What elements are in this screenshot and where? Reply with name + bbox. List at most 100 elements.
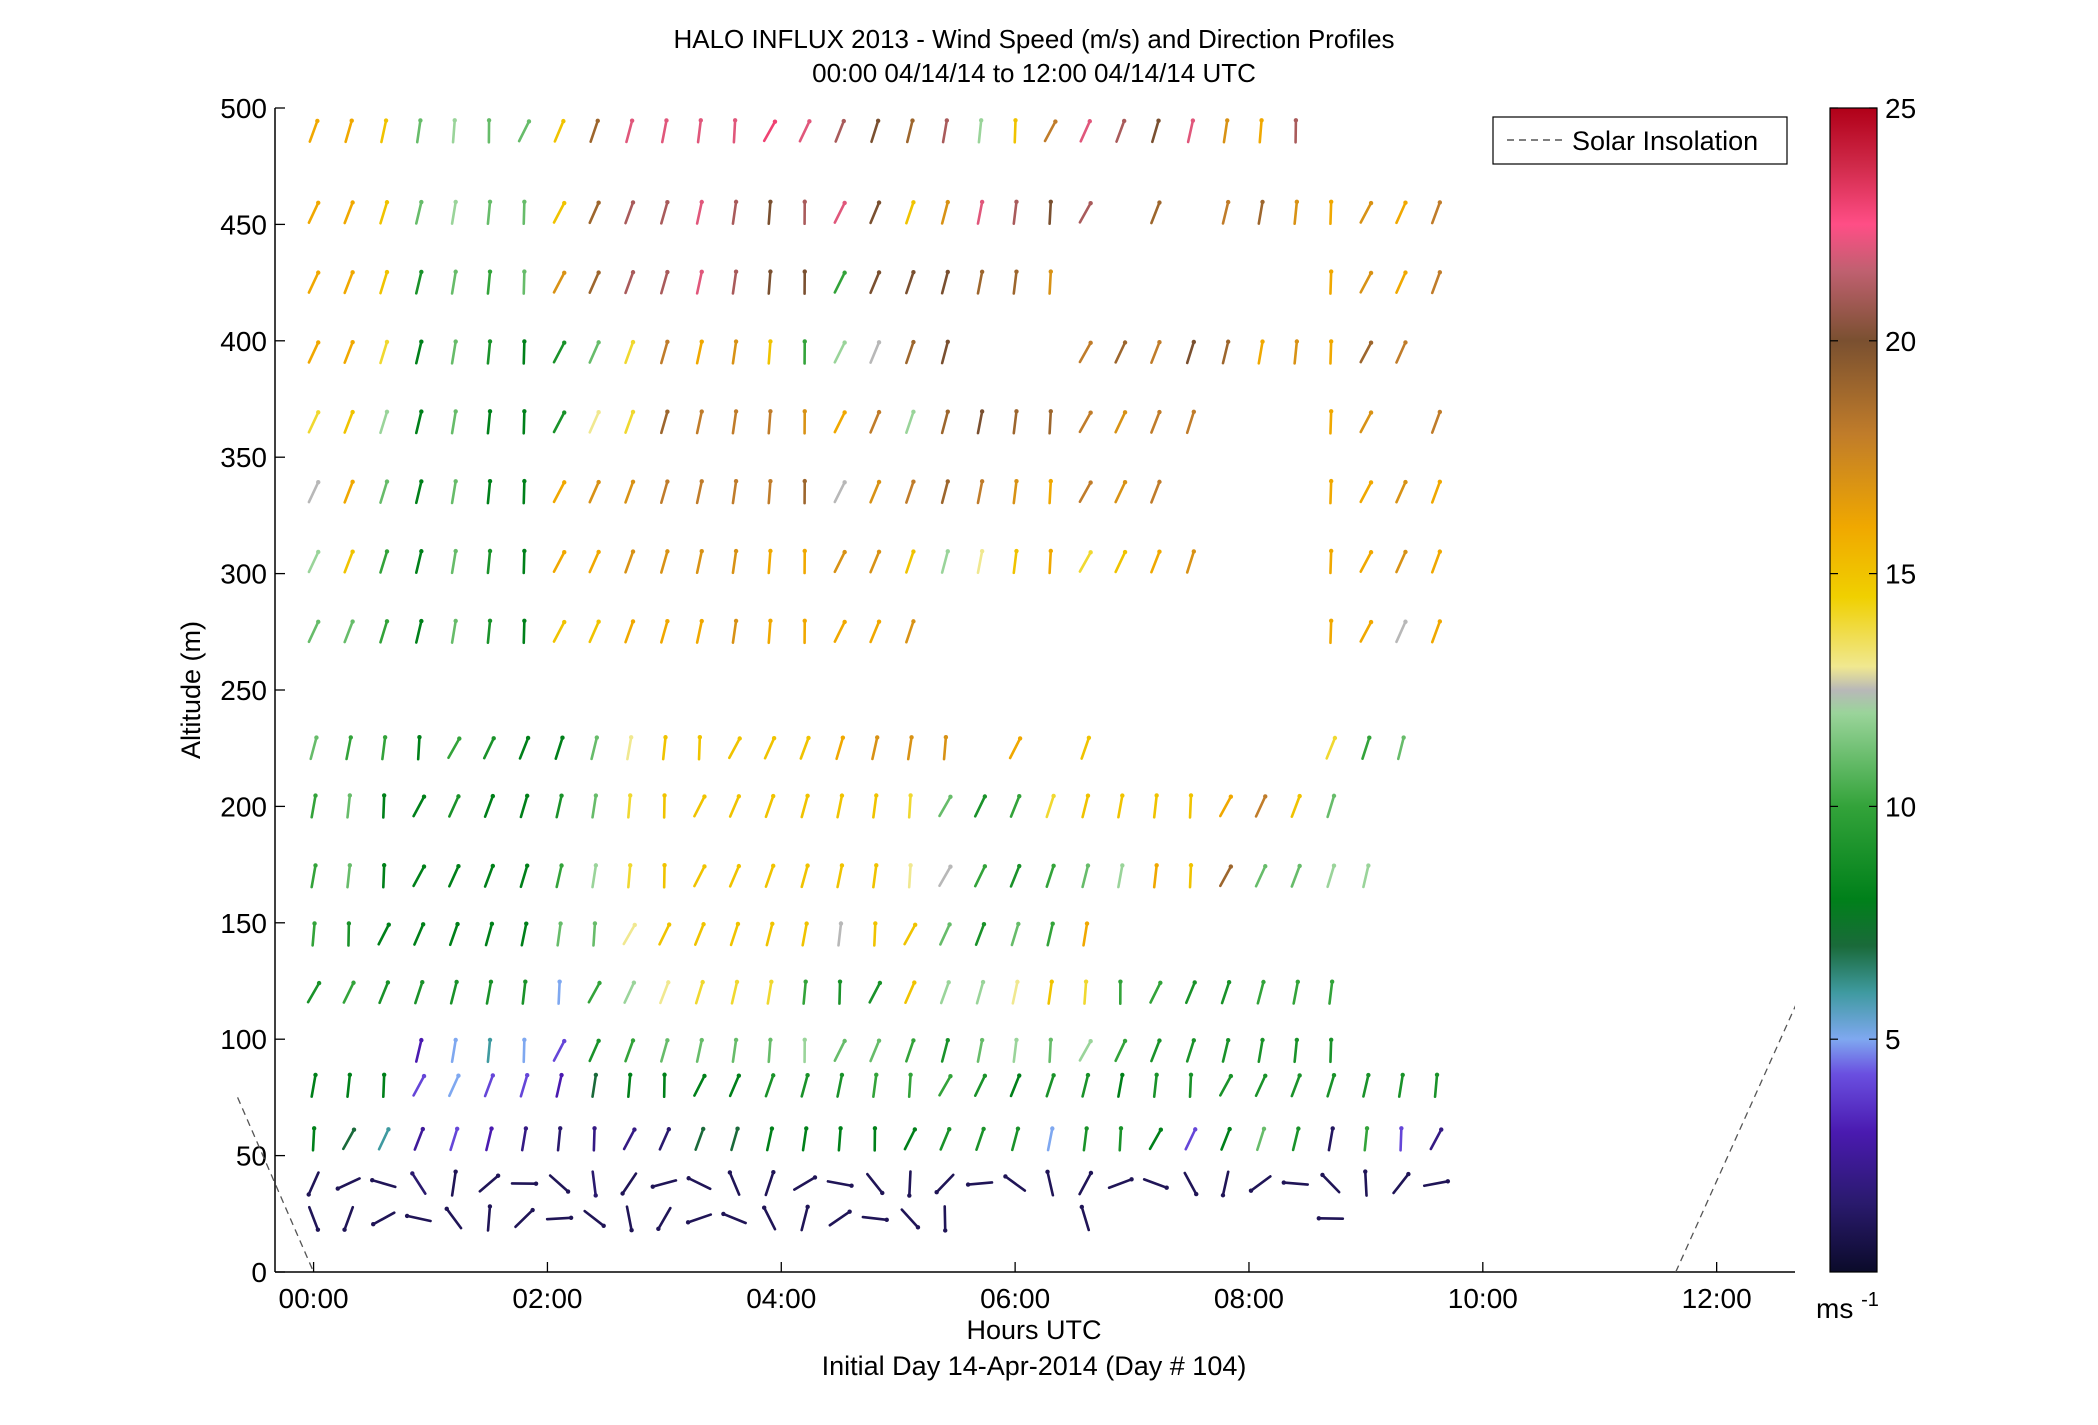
wind-arrow-head [769, 979, 774, 984]
wind-arrow-shaft [1078, 481, 1092, 504]
wind-arrow-head [522, 269, 527, 274]
wind-arrow-head [841, 118, 846, 124]
wind-arrow-head [699, 618, 704, 624]
wind-arrow-head [1367, 735, 1372, 740]
wind-arrow-shaft [973, 1074, 987, 1097]
wind-arrow-shaft [693, 865, 706, 888]
wind-arrow [343, 270, 355, 295]
wind-arrow-head [454, 979, 459, 985]
wind-arrow-head [593, 1193, 598, 1198]
wind-arrow-shaft [828, 1210, 851, 1227]
wind-arrow-head [489, 1126, 494, 1131]
wind-arrow-head [908, 863, 913, 868]
y-tick-label: 150 [220, 908, 267, 939]
wind-arrow [660, 339, 670, 365]
wind-arrow-head [1084, 1126, 1089, 1131]
wind-arrow-shaft [552, 411, 566, 434]
wind-arrow-shaft [1048, 409, 1053, 435]
wind-arrow [801, 1126, 809, 1152]
wind-arrow-shaft [627, 1073, 632, 1099]
wind-arrow-shaft [1395, 480, 1407, 504]
wind-arrow [728, 736, 742, 760]
wind-arrow-head [979, 199, 985, 205]
wind-arrow-shaft [1429, 1128, 1443, 1151]
wind-arrow [942, 735, 949, 761]
wind-arrow-head [1368, 200, 1374, 206]
wind-arrow [800, 1072, 810, 1098]
wind-arrow [1012, 269, 1019, 295]
wind-arrow [1359, 550, 1374, 573]
wind-arrow-shaft [1363, 1170, 1368, 1197]
wind-arrow [837, 921, 844, 947]
wind-arrow-shaft [1078, 411, 1092, 434]
wind-arrow [412, 1073, 427, 1097]
wind-arrow-head [1368, 619, 1374, 625]
wind-arrow-head [1399, 1126, 1404, 1131]
wind-arrow-shaft [976, 410, 984, 435]
wind-arrow-head [524, 921, 529, 926]
wind-arrow [449, 979, 459, 1005]
wind-arrow-shaft [1359, 411, 1373, 434]
wind-arrow-head [558, 921, 563, 926]
solar-insolation-left-outer [236, 1097, 276, 1184]
wind-arrow [552, 1038, 567, 1062]
wind-arrow-shaft [1114, 1039, 1127, 1063]
wind-arrow [450, 409, 458, 435]
wind-arrow [553, 118, 566, 143]
wind-arrow-head [802, 409, 807, 414]
wind-arrow-head [874, 863, 879, 868]
wind-arrow-head [562, 1038, 567, 1044]
wind-arrow-shaft [801, 922, 808, 947]
wind-arrow-shaft [868, 981, 882, 1004]
wind-arrow-shaft [382, 794, 386, 819]
wind-arrow-shaft [940, 340, 950, 365]
wind-arrow-head [453, 548, 458, 554]
wind-arrow-head [386, 1127, 391, 1132]
wind-arrow [1219, 794, 1234, 818]
wind-arrow-shaft [764, 1170, 775, 1197]
wind-arrow-shaft [1257, 1038, 1264, 1063]
wind-arrow-head [1437, 200, 1443, 205]
wind-arrow-shaft [522, 549, 526, 575]
wind-arrow-head [979, 479, 985, 484]
wind-arrow-shaft [1185, 550, 1196, 574]
wind-arrow-head [1228, 1073, 1234, 1079]
wind-arrow-head [1225, 339, 1231, 344]
wind-arrow [1248, 1175, 1272, 1193]
wind-arrow [583, 1209, 606, 1229]
wind-arrow [1010, 921, 1021, 947]
wind-arrow-head [404, 1213, 410, 1219]
wind-arrow-head [1048, 199, 1053, 204]
wind-arrow-shaft [371, 1211, 396, 1226]
legend-box [1492, 116, 1788, 165]
wind-arrow-head [487, 478, 493, 484]
wind-arrow [977, 118, 984, 144]
wind-arrow-shaft [552, 1039, 566, 1062]
wind-arrow-head [419, 269, 424, 275]
wind-arrow-head [982, 794, 988, 799]
wind-arrow-head [911, 339, 916, 345]
wind-arrow-head [842, 410, 847, 415]
wind-arrow [1328, 618, 1334, 645]
wind-arrow-head [769, 1126, 775, 1131]
wind-arrow-head [666, 980, 671, 985]
wind-arrow [1150, 200, 1162, 225]
wind-arrow-head [662, 863, 667, 868]
wind-arrow-head [453, 409, 458, 414]
wind-arrow [307, 549, 321, 574]
wind-arrow-shaft [627, 863, 632, 889]
wind-arrow [557, 979, 562, 1005]
wind-arrow [943, 1205, 948, 1233]
wind-arrow-shaft [379, 550, 389, 574]
wind-arrow-shaft [904, 981, 916, 1005]
wind-arrow-shaft [696, 119, 703, 144]
wind-arrow [940, 479, 950, 505]
wind-arrow-head [1328, 548, 1334, 554]
wind-arrow-shaft [1222, 119, 1229, 144]
wind-arrow [1359, 340, 1374, 364]
wind-arrow-shaft [973, 865, 987, 888]
wind-arrow-shaft [1329, 409, 1333, 435]
wind-arrow-head [562, 619, 567, 625]
wind-arrow-head [1401, 735, 1406, 740]
wind-arrow-shaft [697, 735, 702, 761]
